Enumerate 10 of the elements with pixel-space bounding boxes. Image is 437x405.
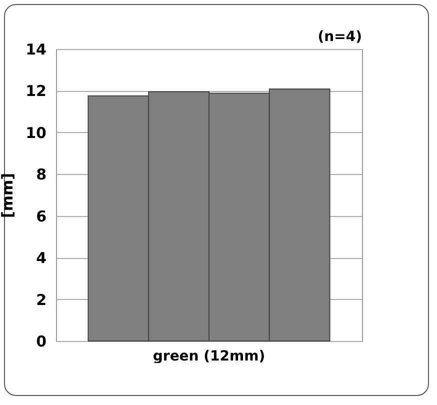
y-tick-label: 10 — [26, 124, 46, 142]
y-axis-title: [mm] — [0, 173, 17, 218]
y-tick-label: 12 — [26, 82, 46, 100]
y-tick-label: 6 — [36, 207, 46, 226]
y-tick-label: 14 — [26, 40, 46, 58]
text: (n=4) — [318, 29, 362, 45]
y-tick-label: 8 — [36, 166, 46, 184]
y-tick-label: 2 — [36, 290, 46, 309]
y-tick-label: 0 — [36, 332, 46, 350]
y-tick-label: 4 — [36, 249, 46, 268]
